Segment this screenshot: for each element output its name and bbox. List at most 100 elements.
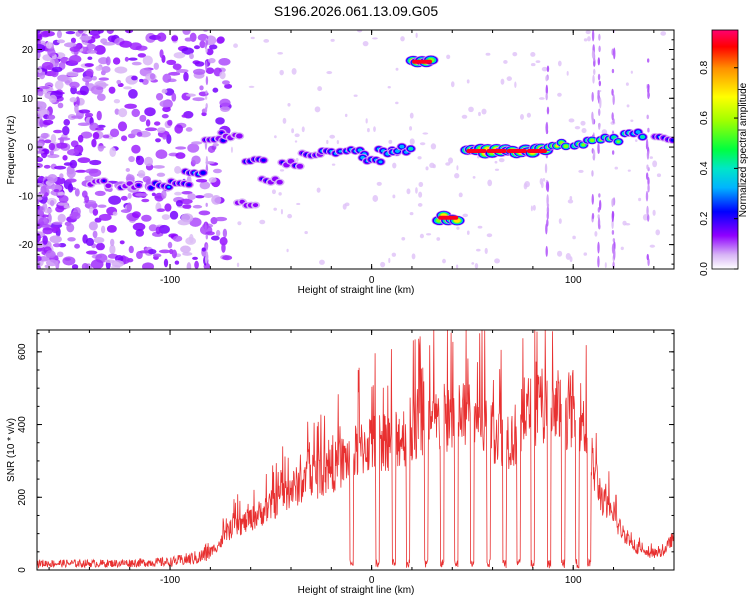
streak-speck — [598, 199, 602, 211]
streak-speck — [592, 149, 596, 161]
noise-blob — [205, 67, 215, 74]
noise-blob — [128, 57, 138, 61]
noise-blob — [102, 134, 110, 139]
noise-speck — [498, 158, 505, 163]
streak-speck — [611, 88, 614, 96]
noise-blob — [192, 204, 203, 209]
ridge-contour — [338, 150, 342, 153]
noise-blob — [87, 56, 93, 61]
ridge-contour — [394, 149, 400, 153]
streak-speck — [647, 183, 650, 193]
noise-blob — [37, 101, 47, 110]
noise-blob — [69, 81, 80, 89]
noise-blob — [174, 124, 183, 134]
streak-speck — [613, 47, 616, 60]
streak-speck — [612, 238, 616, 243]
noise-blob — [85, 68, 94, 77]
noise-speck — [542, 177, 546, 182]
snr-ytick-label: 600 — [17, 343, 28, 360]
noise-blob — [91, 138, 97, 148]
noise-blob — [63, 205, 71, 209]
noise-blob — [171, 249, 177, 259]
noise-blob — [37, 50, 41, 59]
streak-speck — [598, 108, 601, 116]
noise-blob — [69, 46, 81, 52]
noise-blob — [214, 216, 228, 222]
snr-xtick-label: 100 — [565, 575, 582, 586]
noise-blob — [47, 173, 58, 184]
streak-speck — [611, 198, 614, 207]
noise-blob — [66, 168, 76, 179]
noise-speck — [291, 67, 297, 75]
noise-blob — [77, 122, 90, 126]
noise-speck — [278, 192, 282, 196]
noise-speck — [263, 39, 270, 43]
noise-blob — [168, 71, 181, 76]
noise-blob — [86, 49, 98, 54]
snr-ylabel: SNR (10 * v/v) — [6, 418, 17, 482]
noise-blob — [135, 155, 145, 166]
noise-blob — [57, 202, 70, 206]
streak-speck — [204, 106, 208, 114]
noise-speck — [604, 262, 607, 269]
streak-speck — [597, 142, 600, 155]
noise-blob — [114, 66, 128, 74]
ridge-core — [466, 148, 487, 153]
noise-speck — [365, 118, 368, 124]
noise-blob — [131, 61, 142, 66]
noise-speck — [344, 202, 350, 207]
ridge-contour — [590, 138, 595, 142]
noise-speck — [326, 139, 329, 145]
noise-blob — [38, 217, 50, 226]
streak-speck — [598, 122, 601, 130]
noise-blob — [100, 38, 108, 44]
noise-blob — [155, 149, 168, 160]
snr-xtick-label: -100 — [160, 575, 180, 586]
streak-speck — [545, 181, 549, 191]
noise-blob — [216, 37, 224, 44]
noise-blob — [72, 67, 85, 73]
noise-blob — [79, 85, 89, 96]
noise-speck — [388, 139, 393, 144]
noise-speck — [526, 112, 531, 118]
ridge-contour — [616, 140, 620, 143]
noise-blob — [156, 172, 166, 177]
noise-speck — [652, 209, 656, 216]
ridge-contour — [261, 158, 266, 162]
noise-blob — [169, 210, 179, 220]
noise-blob — [215, 117, 225, 125]
noise-speck — [415, 187, 418, 194]
noise-blob — [95, 65, 102, 71]
noise-speck — [356, 30, 363, 33]
noise-blob — [155, 138, 161, 143]
noise-blob — [94, 45, 106, 55]
noise-speck — [277, 51, 284, 55]
ridge-contour — [276, 179, 283, 185]
noise-blob — [49, 199, 55, 207]
noise-blob — [185, 237, 197, 245]
noise-blob — [181, 213, 194, 223]
noise-speck — [506, 76, 512, 81]
noise-blob — [52, 221, 63, 225]
noise-speck — [456, 226, 460, 230]
noise-blob — [180, 245, 191, 254]
noise-blob — [144, 156, 154, 167]
noise-speck — [535, 60, 541, 63]
noise-speck — [409, 138, 415, 145]
noise-speck — [392, 162, 397, 169]
streak-speck — [611, 210, 615, 223]
streak-speck — [591, 91, 594, 102]
noise-blob — [53, 188, 60, 193]
noise-blob — [66, 178, 77, 183]
noise-speck — [587, 36, 591, 42]
noise-speck — [583, 252, 588, 256]
noise-speck — [642, 214, 649, 221]
noise-blob — [131, 211, 141, 218]
ridge-core — [486, 148, 507, 153]
noise-speck — [425, 166, 429, 171]
noise-blob — [45, 41, 53, 49]
noise-blob — [145, 127, 158, 132]
streak-speck — [545, 245, 548, 257]
streak-speck — [647, 176, 650, 186]
